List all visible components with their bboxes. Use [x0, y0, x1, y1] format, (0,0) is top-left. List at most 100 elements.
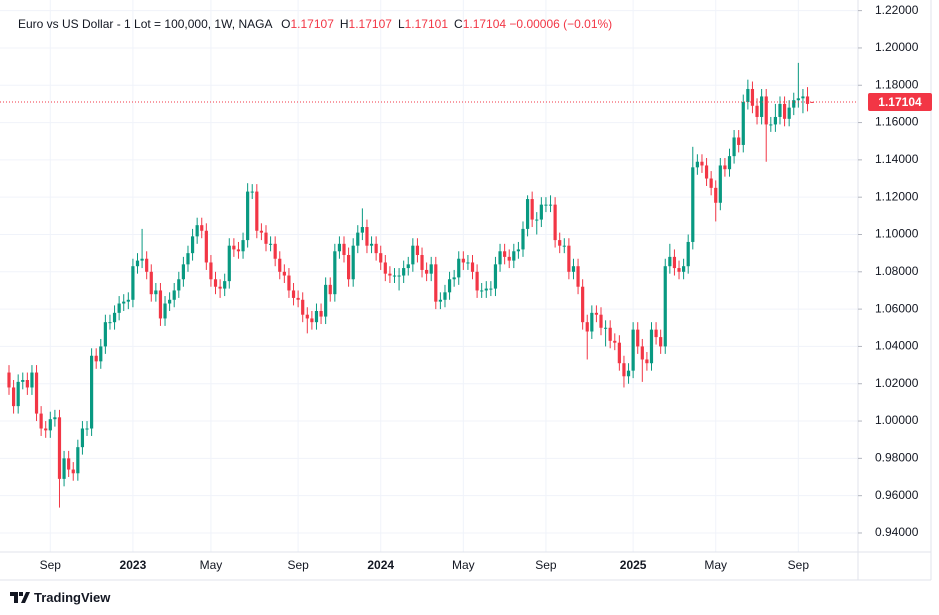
candle-body: [80, 428, 85, 448]
candle-body: [525, 199, 530, 229]
candle-body: [535, 219, 539, 221]
y-tick-label: 1.12000: [875, 189, 919, 203]
candle-body: [135, 260, 140, 267]
candle-body: [548, 204, 553, 206]
y-tick-label: 1.08000: [875, 264, 919, 278]
candle-body: [48, 419, 52, 431]
candle-body: [493, 264, 498, 289]
candle-body: [769, 124, 773, 126]
candle-body: [553, 204, 557, 241]
candle-body: [383, 262, 387, 274]
candle-body: [581, 286, 585, 323]
candle-body: [44, 428, 48, 431]
x-tick-label: Sep: [535, 558, 557, 572]
candle-body: [392, 275, 397, 277]
candle-body: [668, 256, 672, 267]
candle-body: [755, 105, 759, 117]
candle-body: [255, 191, 259, 231]
candle-body: [700, 161, 704, 166]
ohlc-key: H: [339, 17, 349, 31]
candle-body: [213, 279, 218, 287]
candle-body: [425, 269, 429, 274]
candle-body: [268, 243, 273, 245]
candle-body: [631, 329, 635, 371]
candle-body: [241, 240, 245, 252]
y-tick-label: 1.20000: [875, 40, 919, 54]
candle-body: [397, 275, 401, 277]
y-tick-label: 1.22000: [875, 3, 919, 17]
candle-body: [590, 312, 594, 332]
ohlc-key: C: [454, 17, 463, 31]
candle-body: [99, 346, 103, 362]
change: −0.00006 (−0.01%): [509, 17, 613, 31]
candle-body: [516, 249, 520, 252]
candle-body: [475, 271, 479, 291]
candle-body: [227, 245, 231, 282]
candle-body: [782, 103, 787, 119]
ohlc-value: 1.17107: [348, 17, 392, 31]
candle-body: [434, 264, 438, 302]
candle-body: [39, 413, 43, 429]
candle-body: [704, 165, 709, 179]
x-tick-label: Sep: [40, 558, 62, 572]
candle-body: [365, 227, 369, 246]
candle-body: [402, 268, 406, 276]
candle-body: [131, 266, 135, 300]
candle-body: [154, 290, 158, 295]
candle-body: [360, 227, 364, 233]
price-label-bg: [868, 92, 932, 111]
candle-body: [576, 266, 580, 287]
candle-body: [521, 228, 525, 250]
candle-body: [103, 322, 107, 347]
candle-body: [466, 262, 470, 264]
candle-body: [62, 458, 66, 479]
candle-body: [94, 355, 98, 362]
candle-body: [498, 251, 502, 265]
candle-body: [507, 256, 511, 261]
candle-body: [218, 286, 222, 289]
candle-body: [223, 281, 227, 289]
candle-body: [636, 329, 640, 347]
candle-body: [727, 156, 732, 170]
y-tick-label: 1.06000: [875, 301, 919, 315]
candle-body: [76, 447, 80, 474]
candle-body: [246, 191, 250, 241]
candle-body: [250, 191, 254, 193]
candle-body: [585, 322, 589, 332]
y-tick-label: 0.96000: [875, 488, 919, 502]
x-tick-label: May: [200, 558, 223, 572]
candle-body: [613, 340, 617, 343]
candle-body: [53, 417, 57, 420]
candle-body: [420, 255, 424, 270]
x-tick-label: 2025: [620, 558, 647, 572]
brand-name: TradingView: [34, 590, 111, 605]
x-tick-label: May: [452, 558, 475, 572]
candle-body: [186, 253, 190, 265]
candle-body: [145, 258, 149, 272]
candle-body: [264, 232, 268, 244]
candle-body: [149, 271, 153, 295]
candle-body: [732, 137, 736, 157]
candle-body: [328, 284, 332, 295]
legend-header: Euro vs US Dollar - 1 Lot = 100,000, 1W,…: [18, 17, 612, 31]
candle-body: [654, 329, 658, 338]
candle-body: [356, 232, 360, 246]
candle-body: [617, 342, 621, 364]
candle-body: [195, 225, 199, 237]
candle-body: [126, 299, 130, 302]
candle-body: [796, 98, 800, 101]
candle-body: [709, 178, 713, 188]
logo: [10, 591, 30, 603]
candle-body: [608, 327, 612, 341]
candle-body: [181, 264, 185, 280]
candle-body: [567, 245, 571, 272]
candle-body: [204, 230, 208, 263]
candle-body: [30, 372, 34, 388]
candle-body: [324, 284, 328, 317]
candle-body: [108, 322, 112, 324]
candle-body: [57, 417, 62, 479]
candle-body: [480, 290, 484, 292]
x-tick-label: Sep: [788, 558, 810, 572]
candle-body: [374, 243, 378, 254]
candle-body: [278, 258, 282, 272]
